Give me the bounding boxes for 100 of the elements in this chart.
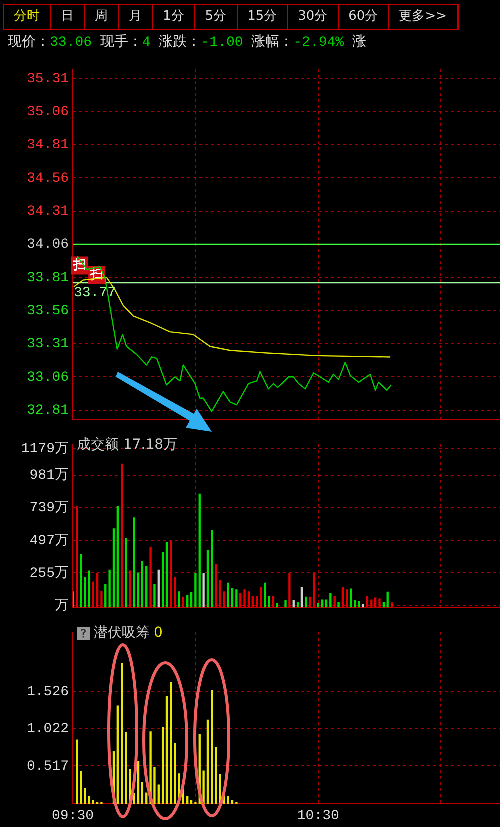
bar: [84, 577, 86, 608]
bar: [174, 577, 176, 608]
y-tick-label: 35.06: [26, 104, 69, 121]
bar: [116, 706, 119, 804]
bar: [382, 602, 386, 608]
bar: [211, 530, 214, 608]
bar: [190, 800, 193, 804]
annotation: 扫: [72, 258, 86, 274]
bar: [390, 602, 394, 608]
bar: [296, 602, 300, 608]
category-label: 1分: [153, 5, 196, 29]
bar: [162, 727, 164, 804]
bar: [133, 518, 136, 608]
text: 涨跌：-1.00: [159, 35, 244, 51]
y-tick-label: 33.06: [26, 370, 69, 386]
bar: [313, 574, 316, 608]
category-label: 月: [119, 5, 153, 29]
y-tick-label: 255万: [30, 566, 69, 582]
y-tick-label: 1179万: [21, 441, 69, 458]
bar: [325, 600, 328, 608]
bar: [206, 720, 210, 804]
bar: [354, 600, 356, 608]
bar: [182, 596, 185, 608]
bar: [214, 564, 218, 608]
bar: [358, 601, 360, 608]
y-tick-label: 34.06: [26, 237, 69, 254]
y-tick-label: 33.31: [26, 336, 69, 353]
bar: [166, 542, 168, 608]
text: 涨幅：-2.94%: [252, 35, 344, 51]
y-tick-label: 981万: [30, 468, 69, 484]
bar: [158, 570, 160, 608]
y-tick-label: 0.517: [26, 758, 69, 775]
bar: [129, 570, 132, 608]
chart-title: 潜伏吸筹: [94, 624, 150, 642]
x-tick-label: 10:30: [297, 808, 340, 824]
bar: [256, 596, 258, 608]
y-tick-label: 万: [55, 598, 69, 615]
bar: [186, 595, 189, 608]
bar: [100, 590, 103, 608]
bar: [104, 584, 107, 608]
bar: [268, 596, 270, 608]
y-tick-label: 33.56: [26, 304, 69, 320]
bar: [305, 596, 308, 608]
bar: [231, 800, 234, 804]
bar: [137, 572, 140, 608]
bar: [300, 587, 304, 608]
bar: [231, 588, 234, 608]
text: 现手：4: [100, 35, 151, 51]
bar: [170, 682, 172, 804]
bar: [137, 761, 140, 804]
bar: [223, 592, 226, 608]
bar: [342, 587, 344, 608]
y-tick-label: 34.56: [26, 170, 69, 187]
bar: [116, 506, 119, 608]
bar: [76, 506, 78, 608]
category-label: 更多>>: [389, 5, 458, 29]
bar: [162, 552, 164, 608]
bar: [260, 587, 262, 608]
bar: [170, 540, 172, 608]
bar: [244, 590, 246, 608]
bar: [264, 582, 266, 608]
bar: [284, 600, 287, 608]
bar: [150, 546, 152, 608]
bar: [214, 747, 218, 804]
bar: [166, 696, 168, 804]
bar: [366, 596, 369, 608]
bar: [84, 788, 86, 804]
category-label: 30分: [288, 5, 339, 29]
bar: [321, 600, 324, 608]
bar: [334, 596, 336, 608]
category-label: 周: [85, 5, 119, 29]
bar: [154, 584, 156, 608]
bar: [219, 580, 222, 608]
bar: [362, 604, 364, 608]
y-tick-label: 1.022: [26, 722, 69, 738]
bar: [108, 570, 111, 608]
category-label: 5分: [195, 5, 238, 29]
bar: [206, 550, 210, 608]
bar: [158, 784, 160, 804]
bar: [125, 732, 128, 804]
bar: [338, 602, 340, 608]
bar: [227, 582, 230, 608]
chart-subtitle: 0: [154, 625, 163, 641]
chart-title: 成交额 17.18万: [77, 436, 178, 454]
bar: [178, 592, 180, 608]
bar: [194, 574, 197, 608]
bar: [227, 796, 230, 804]
bar: [370, 600, 373, 608]
bar: [276, 603, 278, 608]
bar: [190, 592, 193, 608]
y-tick-label: 1.526: [26, 684, 69, 700]
y-tick-label: 739万: [30, 500, 69, 517]
bar: [186, 796, 189, 804]
bar: [272, 596, 275, 608]
bar: [350, 588, 352, 608]
bar: [198, 494, 201, 608]
bar: [211, 690, 214, 804]
bar: [125, 538, 128, 608]
category-label: 60分: [338, 5, 390, 29]
bar: [92, 582, 94, 608]
